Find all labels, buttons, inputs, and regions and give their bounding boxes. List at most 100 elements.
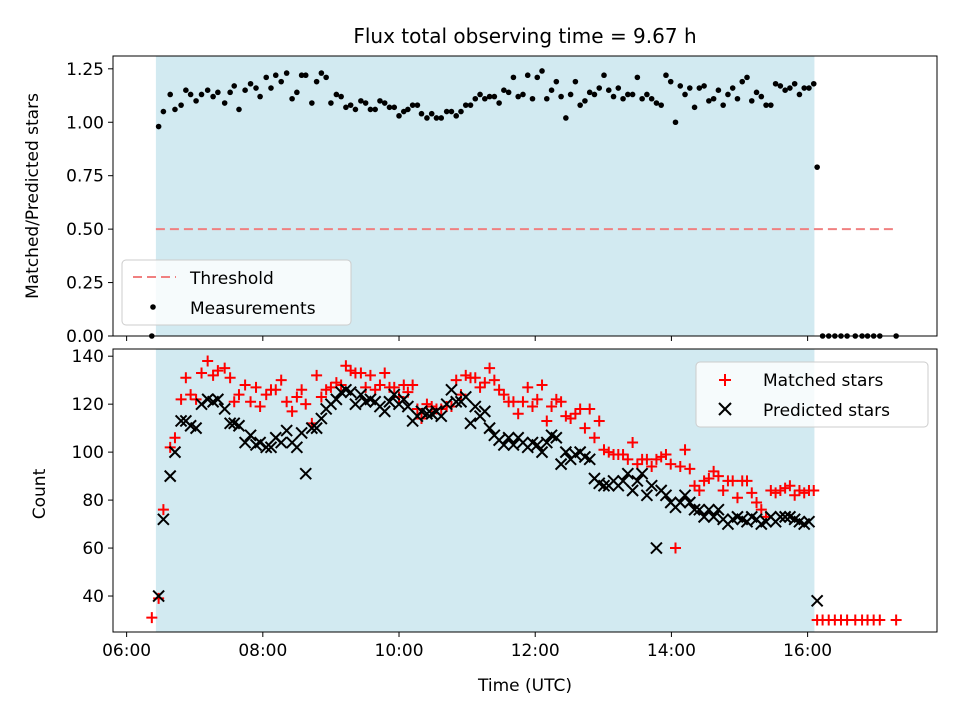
- y-tick-label: 80: [82, 491, 104, 511]
- matched-stars-point: [712, 470, 724, 482]
- measurements-point: [653, 100, 660, 106]
- measurements-point: [302, 72, 309, 79]
- measurements-point: [729, 85, 736, 91]
- measurements-point: [418, 110, 425, 117]
- bottom-legend: Matched stars Predicted stars: [695, 361, 929, 428]
- predicted-stars-point: [659, 489, 673, 502]
- matched-stars-point: [560, 410, 572, 422]
- predicted-stars-point: [218, 402, 231, 416]
- measurements-point: [625, 91, 631, 98]
- measurements-point: [221, 100, 228, 106]
- chart-title: Flux total observing time = 9.67 h: [353, 24, 696, 48]
- predicted-stars-point: [810, 594, 824, 608]
- matched-stars-point: [641, 453, 653, 465]
- measurements-point: [753, 89, 760, 96]
- measurements-point: [172, 106, 178, 113]
- matched-stars-point: [379, 367, 391, 379]
- matched-stars-point: [689, 480, 701, 492]
- matched-stars-point: [233, 389, 245, 401]
- measurements-point: [414, 102, 421, 108]
- matched-stars-point: [646, 461, 658, 473]
- x-tick-label: 12:00: [511, 641, 560, 661]
- measurements-point: [323, 74, 329, 81]
- matched-stars-point: [207, 369, 219, 381]
- matched-legend-label: Matched stars: [763, 371, 883, 391]
- predicted-stars-point: [597, 479, 611, 492]
- y-tick-label: 0.50: [66, 220, 104, 240]
- y-tick-label: 100: [72, 443, 104, 463]
- predicted-stars-point: [712, 503, 725, 516]
- matched-stars-point: [224, 372, 236, 384]
- matched-stars-point: [584, 403, 596, 415]
- predicted-stars-point: [244, 429, 257, 442]
- measurements-point: [448, 108, 455, 115]
- measurements-point: [639, 95, 645, 102]
- predicted-stars-point: [531, 438, 544, 452]
- measurements-point: [160, 108, 167, 115]
- matched-stars-point: [498, 389, 510, 401]
- measurements-point: [396, 113, 402, 119]
- measurements-point: [328, 100, 334, 106]
- matched-stars-point: [245, 396, 257, 408]
- matched-stars-point: [219, 362, 231, 374]
- measurements-point: [524, 72, 531, 79]
- measurements-point: [278, 78, 285, 85]
- matched-stars-point: [727, 475, 739, 487]
- measurements-point: [313, 78, 320, 85]
- measurements-point: [391, 104, 398, 111]
- measurements-point: [710, 95, 717, 102]
- measurements-point: [610, 93, 617, 100]
- y-tick-label: 60: [82, 539, 104, 559]
- matched-stars-point: [325, 381, 337, 393]
- predicted-stars-point: [535, 445, 549, 459]
- matched-stars-point: [588, 432, 600, 444]
- predicted-stars-point: [260, 441, 273, 454]
- matched-stars-point: [874, 614, 886, 626]
- bottom-y-axis-label: Count: [30, 468, 50, 519]
- predicted-stars-point: [697, 510, 711, 524]
- predicted-stars-point: [274, 436, 288, 449]
- matched-stars-point: [202, 355, 214, 367]
- matched-stars-point: [512, 408, 524, 420]
- measurements-point: [187, 91, 194, 98]
- matched-stars-point: [684, 463, 696, 475]
- matched-stars-point: [793, 485, 805, 496]
- predicted-stars-point: [678, 489, 692, 502]
- predicted-stars-point: [459, 390, 472, 404]
- predicted-stars-point: [621, 467, 635, 480]
- measurements-point: [462, 102, 469, 108]
- measurements-point: [453, 113, 460, 119]
- matched-stars-point: [746, 487, 758, 499]
- measurements-legend-swatch: [150, 304, 156, 310]
- measurements-point: [236, 106, 242, 113]
- matched-stars-point: [731, 492, 743, 504]
- predicted-stars-point: [674, 496, 687, 509]
- matched-stars-point: [622, 453, 634, 465]
- predicted-stars-point: [397, 393, 410, 406]
- measurements-point: [409, 102, 416, 108]
- predicted-stars-point: [264, 441, 278, 454]
- measurements-point: [367, 106, 374, 113]
- y-tick-label: 120: [72, 395, 104, 415]
- measurements-point: [510, 74, 517, 81]
- measurements-point: [572, 78, 579, 85]
- predicted-stars-point: [469, 400, 482, 413]
- predicted-stars-point: [450, 395, 463, 408]
- matched-stars-point: [196, 367, 208, 379]
- bottom-plot-frame: [112, 348, 938, 633]
- measurements-point: [358, 98, 364, 104]
- measurements-point: [663, 72, 669, 79]
- predicted-stars-point: [631, 474, 644, 488]
- matched-stars-point: [660, 449, 672, 461]
- bottom-data-marks: [146, 355, 902, 626]
- matched-stars-point: [270, 384, 282, 396]
- matched-stars-point: [320, 384, 332, 396]
- measurements-point: [283, 70, 290, 76]
- matched-stars-point: [579, 422, 591, 434]
- top-legend-box: [121, 259, 352, 326]
- x-tick-label: 10:00: [375, 641, 424, 661]
- measurements-point: [496, 100, 502, 106]
- predicted-stars-point: [223, 417, 237, 430]
- measurements-point: [318, 70, 325, 76]
